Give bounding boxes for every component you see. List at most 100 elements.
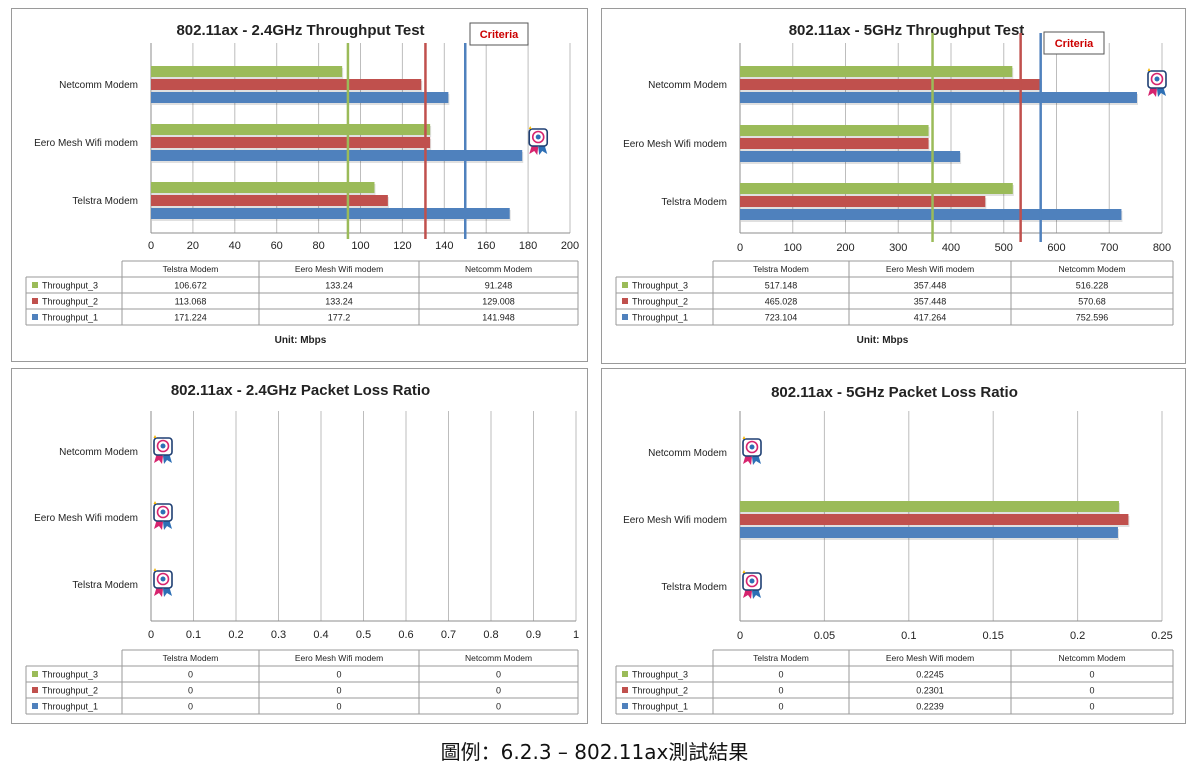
data-table: Telstra Modem Eero Mesh Wifi modem Netcomm… — [25, 649, 579, 715]
x-tick-label: 60 — [271, 240, 283, 252]
x-tick-label: 0.05 — [814, 630, 835, 642]
chart-panel-24ghz-packet-loss: 802.11ax - 2.4GHz Packet Loss Ratio 0 0.1 0… — [11, 368, 588, 724]
table-value-cell: 357.448 — [914, 281, 947, 291]
table-value-cell: 0.2239 — [916, 702, 944, 712]
table-value-cell: 517.148 — [765, 281, 798, 291]
award-badge-center — [749, 444, 755, 450]
legend-swatch — [622, 282, 628, 288]
award-ribbon-icon — [528, 126, 549, 155]
x-tick-label: 0.1 — [901, 630, 916, 642]
award-badge-center — [1154, 76, 1160, 82]
award-badge-center — [160, 576, 166, 582]
bar-throughput-3 — [151, 66, 343, 77]
award-ribbon-icon — [742, 570, 762, 599]
legend-swatch — [32, 703, 38, 709]
bar-throughput-3 — [740, 125, 929, 136]
table-value-cell: 0 — [778, 686, 783, 696]
award-badge-center — [749, 578, 755, 584]
x-tick-label: 0.2 — [1070, 630, 1085, 642]
table-header-cell: Eero Mesh Wifi modem — [886, 653, 974, 663]
bar-throughput-2 — [151, 195, 388, 206]
award-star — [153, 435, 157, 438]
table-value-cell: 0 — [778, 670, 783, 680]
x-tick-label: 0.7 — [441, 629, 456, 641]
chart-title: 802.11ax - 5GHz Throughput Test — [789, 22, 1025, 39]
table-header-cell: Netcomm Modem — [1058, 653, 1125, 663]
table-value-cell: 0 — [1089, 670, 1094, 680]
bar-throughput-1 — [740, 92, 1137, 103]
chart-title: 802.11ax - 5GHz Packet Loss Ratio — [771, 384, 1018, 401]
bar-throughput-3 — [151, 182, 375, 193]
category-label: Eero Mesh Wifi modem — [34, 513, 138, 524]
data-table: Telstra Modem Eero Mesh Wifi modem Netcomm… — [615, 260, 1174, 326]
criteria-label: Criteria — [480, 29, 519, 41]
table-value-cell: 0 — [778, 702, 783, 712]
x-tick-label: 120 — [393, 240, 411, 252]
data-table: Telstra Modem Eero Mesh Wifi modem Netcomm… — [25, 260, 579, 326]
chart-svg: 802.11ax - 5GHz Throughput Test 0 100 200 30… — [615, 22, 1174, 346]
legend-swatch — [32, 282, 38, 288]
legend-swatch — [32, 314, 38, 320]
legend-entry: Throughput_3 — [42, 281, 98, 291]
table-value-cell: 357.448 — [914, 297, 947, 307]
x-tick-label: 800 — [1153, 242, 1171, 254]
table-value-cell: 91.248 — [485, 281, 513, 291]
table-value-cell: 171.224 — [174, 313, 207, 323]
table-value-cell: 0 — [496, 686, 501, 696]
bar-throughput-2 — [151, 79, 422, 90]
table-value-cell: 752.596 — [1076, 313, 1109, 323]
x-tick-label: 100 — [784, 242, 802, 254]
table-value-cell: 0 — [496, 702, 501, 712]
category-label: Telstra Modem — [661, 197, 727, 208]
bar-throughput-1 — [151, 150, 523, 161]
data-table: Telstra Modem Eero Mesh Wifi modem Netcomm… — [615, 649, 1174, 715]
bar-throughput-3 — [740, 183, 1013, 194]
legend-entry: Throughput_1 — [42, 702, 98, 712]
table-header-cell: Telstra Modem — [753, 264, 809, 274]
legend-entry: Throughput_2 — [632, 297, 688, 307]
legend-swatch — [622, 671, 628, 677]
legend-entry: Throughput_2 — [632, 686, 688, 696]
x-tick-label: 100 — [351, 240, 369, 252]
table-value-cell: 0 — [496, 670, 501, 680]
bar-throughput-1 — [151, 208, 510, 219]
x-tick-label: 0.25 — [1151, 630, 1172, 642]
table-value-cell: 0 — [188, 702, 193, 712]
table-value-cell: 129.008 — [482, 297, 515, 307]
table-value-cell: 0 — [336, 702, 341, 712]
table-value-cell: 0 — [188, 670, 193, 680]
table-header-cell: Telstra Modem — [163, 653, 219, 663]
x-tick-label: 0.9 — [526, 629, 541, 641]
chart-panel-5ghz-throughput: 802.11ax - 5GHz Throughput Test 0 100 200 30… — [601, 8, 1186, 364]
table-value-cell: 141.948 — [482, 313, 515, 323]
table-value-cell: 516.228 — [1076, 281, 1109, 291]
category-label: Eero Mesh Wifi modem — [623, 515, 727, 526]
unit-label: Unit: Mbps — [857, 335, 909, 346]
legend-swatch — [622, 687, 628, 693]
table-value-cell: 0.2301 — [916, 686, 944, 696]
table-value-cell: 417.264 — [914, 313, 947, 323]
award-star — [528, 126, 532, 129]
bar-throughput-1 — [740, 527, 1118, 538]
chart-svg: 802.11ax - 2.4GHz Packet Loss Ratio 0 0.1 0… — [25, 382, 579, 715]
legend-entry: Throughput_1 — [42, 313, 98, 323]
chart-svg: 802.11ax - 5GHz Packet Loss Ratio 0 0.05 0.… — [615, 384, 1174, 715]
table-value-cell: 113.068 — [175, 297, 207, 307]
unit-label: Unit: Mbps — [275, 335, 327, 346]
table-value-cell: 133.24 — [325, 281, 353, 291]
table-value-cell: 106.672 — [174, 281, 207, 291]
bar-throughput-3 — [740, 66, 1013, 77]
x-tick-label: 80 — [312, 240, 324, 252]
chart-title: 802.11ax - 2.4GHz Packet Loss Ratio — [171, 382, 430, 399]
legend-swatch — [32, 671, 38, 677]
bar-throughput-2 — [151, 137, 431, 148]
table-header-cell: Eero Mesh Wifi modem — [295, 653, 383, 663]
x-tick-label: 0 — [737, 630, 743, 642]
table-value-cell: 0 — [336, 686, 341, 696]
award-badge-center — [535, 134, 541, 140]
legend-entry: Throughput_1 — [632, 313, 688, 323]
award-star — [153, 501, 157, 504]
x-tick-label: 0.4 — [313, 629, 328, 641]
legend-entry: Throughput_3 — [632, 670, 688, 680]
x-tick-label: 1 — [573, 629, 579, 641]
